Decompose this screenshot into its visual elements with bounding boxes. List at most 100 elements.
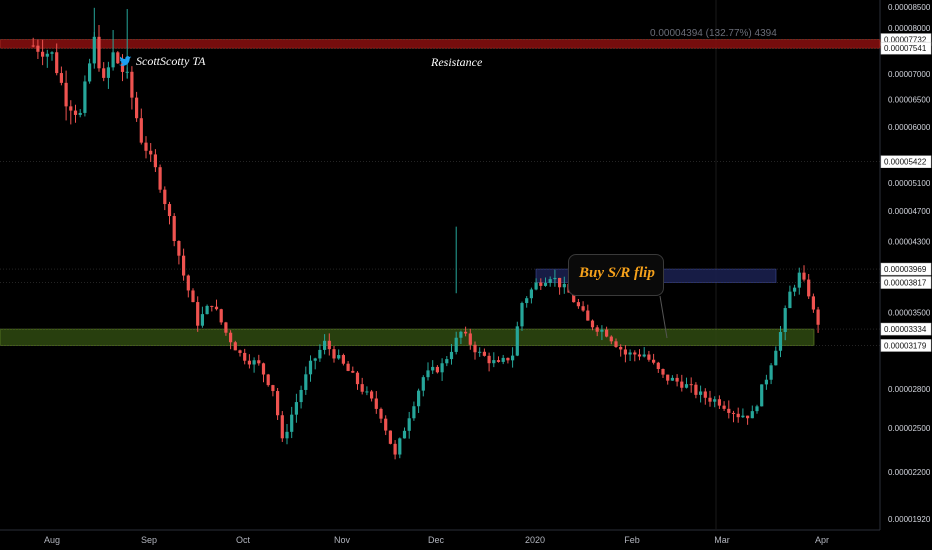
price-tick-label: 0.00008500 (888, 3, 931, 12)
candle-body (266, 374, 270, 386)
candle-body (731, 412, 736, 414)
candle-body (351, 370, 355, 373)
candle-body (468, 333, 472, 345)
candle-body (360, 384, 364, 392)
candle-body (478, 351, 482, 353)
candle-body (36, 45, 40, 52)
time-tick-label: Sep (141, 535, 157, 545)
candle-body (807, 279, 811, 297)
candle-body (778, 331, 783, 351)
candle-body (525, 298, 529, 304)
candle-body (670, 377, 674, 381)
candle-body (398, 438, 402, 455)
price-level-label: 0.00007541 (884, 44, 927, 53)
candle-body (661, 369, 665, 375)
candle-body (299, 389, 303, 403)
candle-body (609, 336, 613, 342)
candle-body (238, 350, 242, 353)
candle-body (83, 81, 87, 113)
candle-body (318, 349, 322, 359)
candle-body (135, 97, 139, 119)
candle-body (628, 352, 632, 355)
candle-body (699, 391, 703, 395)
candle-body (435, 366, 439, 373)
candle-body (384, 418, 388, 431)
candle-body (656, 362, 660, 370)
price-level-box (880, 339, 932, 352)
price-tick-label: 0.00004300 (888, 238, 931, 247)
price-tick-label: 0.00002500 (888, 424, 931, 433)
candle-body (727, 408, 731, 413)
price-tick-label: 0.00007000 (888, 70, 931, 79)
candle-body (449, 351, 454, 360)
candle-body (224, 322, 228, 333)
candle-body (722, 405, 726, 409)
candle-body (370, 391, 374, 399)
candle-body (445, 359, 449, 364)
candle-body (163, 189, 167, 205)
price-tick-label: 0.00002200 (888, 468, 931, 477)
candle-body (144, 142, 148, 151)
candle-body (304, 374, 308, 390)
candle-body (619, 346, 623, 350)
candle-body (172, 216, 176, 242)
candle-body (88, 63, 92, 82)
candle-body (407, 418, 411, 431)
candle-body (816, 309, 820, 325)
candle-body (97, 36, 101, 69)
candle-body (31, 45, 35, 47)
candle-body (102, 68, 106, 78)
candle-body (388, 430, 392, 444)
candle-body (337, 355, 341, 359)
candle-body (652, 359, 656, 363)
time-tick-label: Apr (815, 535, 829, 545)
price-level-label: 0.00005422 (884, 158, 927, 167)
candle-body (78, 112, 82, 115)
candle-body (290, 414, 294, 432)
candle-body (492, 360, 496, 364)
price-level-box (880, 322, 932, 336)
candle-body (520, 303, 524, 327)
candle-body (793, 287, 797, 292)
candle-body (440, 363, 444, 373)
candle-body (116, 52, 120, 64)
candle-body (55, 52, 59, 74)
candle-body (515, 326, 519, 356)
candle-body (788, 291, 792, 309)
support-zone (0, 328, 815, 346)
candle-body (247, 360, 251, 365)
price-level-box (880, 276, 932, 289)
candle-body (464, 331, 468, 334)
candle-body (539, 282, 543, 286)
candle-body (760, 384, 764, 407)
candle-body (736, 413, 740, 418)
candle-body (496, 360, 501, 362)
candle-body (257, 360, 261, 364)
price-tick-label: 0.00008000 (888, 24, 931, 33)
candle-body (717, 399, 721, 406)
price-level-label: 0.00003334 (884, 325, 927, 334)
time-tick-label: Mar (714, 535, 730, 545)
price-level-label: 0.00007732 (884, 36, 927, 45)
candle-body (276, 391, 280, 416)
candle-body (50, 52, 54, 54)
candle-body (586, 310, 590, 321)
candle-body (130, 71, 134, 98)
candle-body (642, 354, 646, 357)
price-tick-label: 0.00001920 (888, 515, 931, 524)
candle-body (233, 342, 237, 351)
candle-body (69, 106, 73, 111)
candle-body (459, 331, 463, 338)
candle-body (379, 408, 383, 419)
price-level-box (880, 155, 932, 168)
candle-body (487, 355, 491, 364)
candle-body (153, 154, 157, 168)
candle-body (548, 279, 552, 283)
candle-body (417, 390, 421, 407)
candle-body (402, 430, 407, 439)
candle-body (783, 308, 787, 332)
candle-body (581, 306, 585, 311)
candle-body (501, 357, 505, 362)
candle-body (769, 365, 773, 380)
